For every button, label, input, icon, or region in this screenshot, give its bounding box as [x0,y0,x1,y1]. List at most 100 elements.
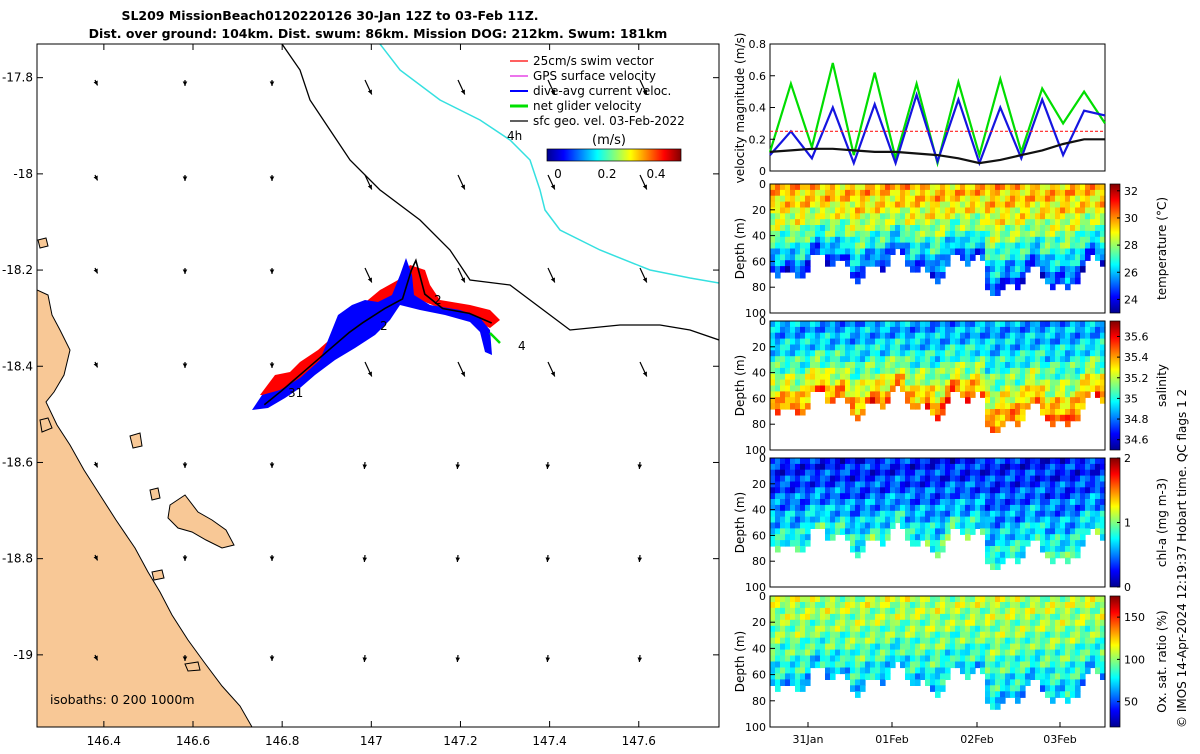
section-cell [885,602,891,609]
section-cell [1025,487,1031,494]
section-cell [890,631,896,639]
section-cell [920,326,926,334]
section-cell [1020,391,1026,398]
section-cell [860,219,866,226]
section-cell [1050,248,1056,255]
section-cell [955,475,961,483]
section-cell [985,242,991,250]
section-cell [780,522,786,529]
section-cell [935,655,941,663]
section-cell [1040,272,1046,279]
section-cell [1050,414,1056,422]
section-cell [830,254,836,261]
section-cell [905,667,911,675]
section-cell [940,463,946,471]
section-cell [885,201,891,209]
section-cell [1075,403,1081,410]
section-cell [855,230,861,238]
section-cell [955,607,961,615]
section-cell [800,499,806,506]
section-cell [995,332,1001,340]
section-cell [1050,475,1056,483]
colorbar-tick-label: 1 [1124,517,1131,530]
section-cell [970,469,976,477]
section-cell [1035,326,1041,334]
map-panel: 31 2 2 4 isobaths: 0 200 1000m 146.4 146.… [2,43,720,748]
section-cell [1095,207,1101,214]
section-cell [780,602,786,609]
section-cell [1000,691,1006,698]
section-cell [1040,487,1046,494]
section-cell [865,230,871,238]
section-cell [915,350,921,357]
section-cell [945,619,951,627]
section-cell [1050,326,1056,334]
section-cell [1075,516,1081,524]
section-cell [985,516,991,524]
section-cell [785,338,791,346]
section-cell [890,373,896,381]
section-cell [990,481,996,488]
section-cell [1050,403,1056,410]
section-cell [1065,619,1071,627]
section-cell [1085,362,1091,369]
section-cell [900,625,906,633]
section-cell [1045,321,1051,328]
section-cell [970,463,976,471]
section-cell [985,557,991,565]
section-cell [1070,266,1076,273]
section-cell [940,679,946,686]
section-cell [935,367,941,375]
section-cell [815,189,821,197]
section-cell [1010,414,1016,422]
geo-velocity-arrow [639,361,648,377]
section-cell [890,321,896,328]
section-cell [1055,362,1061,369]
section-cell [940,403,946,410]
section-cell [1060,184,1066,191]
section-cell [940,625,946,633]
section-cell [950,481,956,488]
section-cell [915,528,921,535]
section-cell [880,248,886,255]
section-cell [910,625,916,633]
section-cell [795,596,801,603]
section-cell [930,475,936,483]
section-cell [1055,260,1061,267]
section-cell [790,195,796,203]
section-cell [1070,184,1076,191]
section-cell [865,373,871,381]
section-cell [1090,373,1096,381]
section-cell [1045,379,1051,387]
section-cell [835,362,841,369]
section-cell [1010,649,1016,657]
section-cell [900,655,906,663]
section-cell [865,201,871,209]
section-cell [955,385,961,392]
section-cell [875,230,881,238]
section-cell [980,236,986,244]
section-cell [1035,475,1041,483]
section-cell [890,338,896,346]
section-cell [795,321,801,328]
section-cell [890,230,896,238]
section-cell [870,242,876,250]
section-cell [1045,458,1051,465]
section-cell [1020,207,1026,214]
section-cell [1045,248,1051,255]
section-cell [875,397,881,404]
geo-velocity-arrow [93,461,99,468]
section-cell [935,661,941,669]
section-cell [820,475,826,483]
section-cell [875,225,881,232]
section-cell [1070,679,1076,686]
section-cell [800,272,806,279]
section-cell [870,373,876,381]
section-cell [960,607,966,615]
section-cell [910,613,916,621]
section-cell [925,637,931,645]
section-cell [935,528,941,535]
section-cell [1020,367,1026,375]
